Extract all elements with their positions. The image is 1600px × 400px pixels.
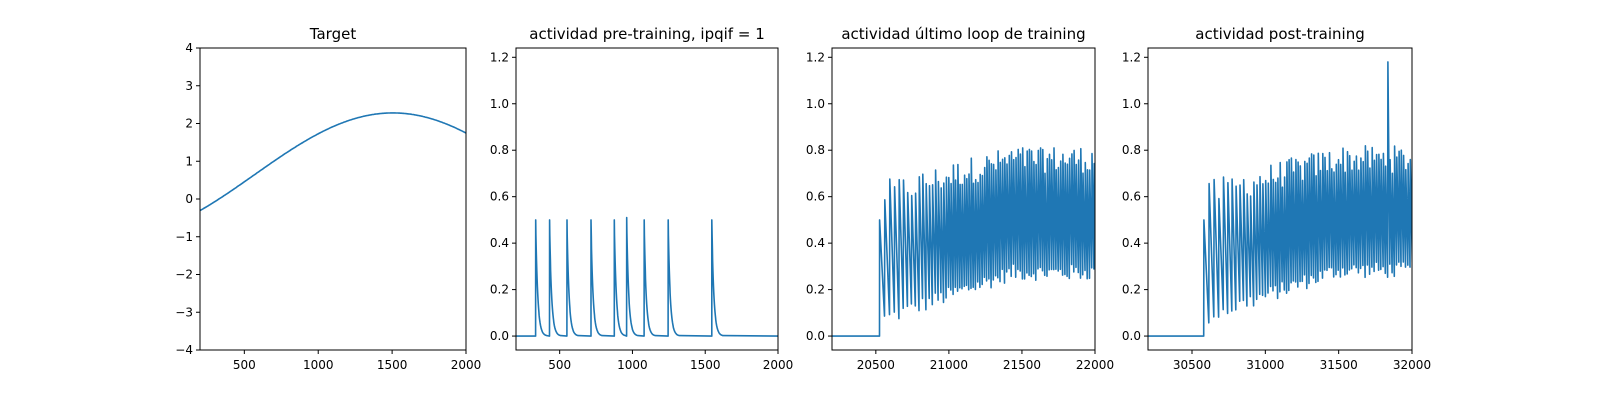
- chart-panel: actividad post-training 30500 31000 31500 32…: [1122, 25, 1431, 372]
- y-tick-label: −2: [175, 268, 193, 282]
- x-tick-label: 1500: [690, 358, 721, 372]
- y-tick-label: 1.0: [806, 97, 825, 111]
- x-tick-label: 2000: [763, 358, 794, 372]
- y-tick-label: 0.0: [806, 329, 825, 343]
- y-tick-label: 0.4: [490, 236, 509, 250]
- y-tick-label: 0.0: [490, 329, 509, 343]
- x-tick-label: 30500: [1173, 358, 1211, 372]
- x-tick-label: 1000: [617, 358, 648, 372]
- y-tick-label: −4: [175, 343, 193, 357]
- y-tick-label: 0.8: [806, 143, 825, 157]
- chart-title: actividad pre-training, ipqif = 1: [529, 25, 765, 43]
- y-tick-label: 2: [185, 117, 193, 131]
- x-tick-label: 31500: [1320, 358, 1358, 372]
- series-line: [516, 216, 778, 337]
- y-tick-label: 0.4: [1122, 236, 1141, 250]
- y-tick-label: −3: [175, 305, 193, 319]
- x-tick-label: 21000: [930, 358, 968, 372]
- x-tick-label: 32000: [1393, 358, 1431, 372]
- plot-frame: [515, 47, 779, 351]
- x-tick-label: 22000: [1076, 358, 1114, 372]
- y-tick-label: 0.8: [490, 143, 509, 157]
- chart-panel: actividad pre-training, ipqif = 1 500 1000…: [490, 25, 793, 372]
- x-tick-label: 500: [233, 358, 256, 372]
- y-tick-label: 0.6: [1122, 190, 1141, 204]
- y-tick-label: 0.6: [490, 190, 509, 204]
- y-tick-label: 0.0: [1122, 329, 1141, 343]
- x-tick-label: 1000: [303, 358, 334, 372]
- y-tick-label: 1.0: [1122, 97, 1141, 111]
- x-tick-label: 1500: [377, 358, 408, 372]
- y-tick-label: 1.0: [490, 97, 509, 111]
- y-tick-label: 1.2: [490, 50, 509, 64]
- x-tick-label: 20500: [857, 358, 895, 372]
- y-tick-label: 0.8: [1122, 143, 1141, 157]
- y-tick-label: 0.2: [490, 283, 509, 297]
- y-tick-label: 0.2: [806, 283, 825, 297]
- y-tick-label: 3: [185, 79, 193, 93]
- y-tick-label: 4: [185, 41, 193, 55]
- series-line: [832, 147, 1095, 337]
- x-tick-label: 2000: [451, 358, 482, 372]
- chart-title: actividad post-training: [1195, 25, 1364, 43]
- x-tick-label: 500: [548, 358, 571, 372]
- plot-frame: [199, 47, 467, 351]
- series-line: [1148, 61, 1412, 337]
- x-tick-label: 31000: [1246, 358, 1284, 372]
- y-tick-label: 0.6: [806, 190, 825, 204]
- chart-title: Target: [309, 25, 357, 43]
- chart-panel: actividad último loop de training 20500 21…: [806, 25, 1114, 372]
- plot-frame: [1147, 47, 1413, 351]
- y-tick-label: −1: [175, 230, 193, 244]
- chart-title: actividad último loop de training: [841, 25, 1085, 43]
- y-tick-label: 0.2: [1122, 283, 1141, 297]
- y-tick-label: 0.4: [806, 236, 825, 250]
- chart-panel: Target 500 1000 1500 2000 −4 −3 −2 −1 0 1 2 3 4: [175, 25, 481, 372]
- y-tick-label: 1.2: [806, 50, 825, 64]
- y-tick-label: 1.2: [1122, 50, 1141, 64]
- y-tick-label: 0: [185, 192, 193, 206]
- series-line: [200, 112, 466, 212]
- x-tick-label: 21500: [1003, 358, 1041, 372]
- plot-frame: [831, 47, 1096, 351]
- y-tick-label: 1: [185, 154, 193, 168]
